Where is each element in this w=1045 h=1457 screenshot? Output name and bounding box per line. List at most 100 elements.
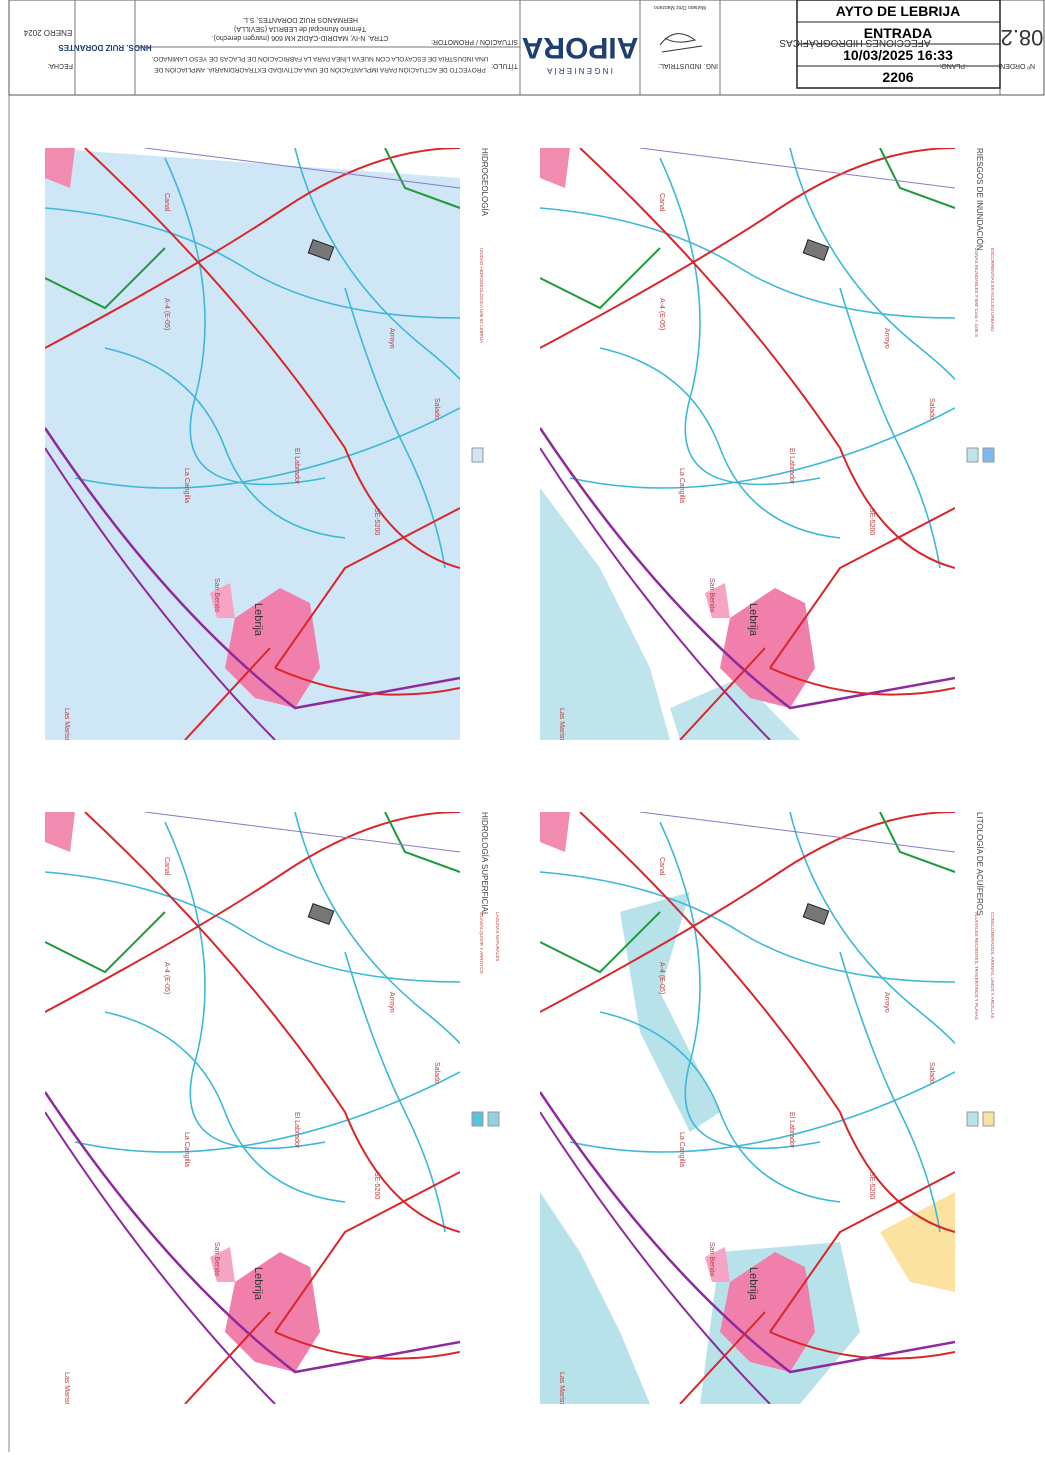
place-label: Lebrija	[252, 603, 264, 637]
plan-label: PLANO:	[939, 62, 965, 69]
panel-title: HIDROLOGÍA SUPERFICIAL	[480, 812, 489, 917]
plan-number: 08.2	[1001, 25, 1044, 50]
place-label: Canal	[658, 857, 665, 876]
place-label: Salado	[433, 398, 440, 420]
stream	[74, 407, 460, 489]
engineer-label: ING. INDUSTRIAL:	[658, 62, 718, 69]
client: HNOS. RUIZ DORANTES	[58, 43, 152, 52]
panel-title: LITOLOGÍA DE ACUÍFEROS	[975, 812, 984, 915]
place-label: Las Marismas	[558, 1372, 565, 1416]
road	[144, 812, 460, 853]
map-panel: Lebrija A-4 (E-05) Arroyo Canal SE-5200 Las M…	[45, 148, 489, 752]
flood-area	[670, 678, 800, 740]
situation-line: CTRA. N-IV, MADRID-CÁDIZ KM 606 (margen …	[212, 34, 389, 43]
aquifer-area	[45, 148, 460, 740]
title-line: PROYECTO DE ACTUACIÓN PARA IMPLANTACIÓN …	[154, 66, 486, 75]
place-label: El Labrador	[788, 1112, 795, 1149]
legend-label: CONGLOMERADOS, ARENAS, LIMOS Y ARCILLAS	[990, 912, 995, 1018]
place-label: Salado	[433, 1062, 440, 1084]
stamp-org: AYTO DE LEBRIJA	[836, 3, 960, 19]
place-label: SE-5200	[868, 1172, 875, 1199]
rail	[45, 1091, 460, 1374]
road	[84, 148, 460, 569]
road	[184, 647, 271, 740]
road	[274, 1331, 460, 1360]
road	[679, 1311, 766, 1404]
place-label: A-4 (E-05)	[658, 298, 665, 330]
road	[769, 507, 955, 669]
place-label: San Benito	[708, 1242, 715, 1276]
plan-title: AFECCIONES HIDROGRÁFICAS	[779, 37, 930, 50]
place-label: A-4 (E-05)	[658, 962, 665, 994]
place-label: Arroyo	[388, 328, 395, 349]
road	[879, 148, 955, 209]
legend-label: ALUVIALES RECIENTES, TRAVERTINOS Y PLAYA…	[974, 912, 979, 1020]
town	[720, 588, 815, 708]
stream	[74, 1071, 460, 1153]
stream	[104, 1011, 346, 1203]
date: ENERO 2024	[23, 28, 72, 37]
road	[45, 812, 460, 1013]
place-label: Lebrija	[747, 1267, 759, 1301]
stream	[839, 287, 941, 569]
maps: Lebrija A-4 (E-05) Arroyo Canal SE-5200 Las M…	[45, 148, 996, 1416]
legend-swatch	[966, 447, 979, 463]
legend-swatch	[982, 1111, 995, 1127]
urban-area	[45, 148, 75, 188]
place-label: A-4 (E-05)	[163, 298, 170, 330]
rail	[540, 427, 955, 710]
panel-title: RIESGOS DE INUNDACIÓN	[975, 148, 984, 251]
rail	[540, 1091, 955, 1374]
company-sub: I N G E N I E R Í A	[546, 66, 612, 75]
legend-swatch	[471, 447, 484, 463]
stamp-datetime: 10/03/2025 16:33	[843, 47, 953, 63]
place-label: SE-5200	[868, 508, 875, 535]
rail	[540, 1111, 771, 1404]
situation-label: SITUACIÓN / PROMOTOR:	[431, 38, 518, 47]
rail	[45, 447, 276, 740]
rail	[45, 1111, 276, 1404]
date-label: FECHA:	[47, 62, 73, 69]
stream	[45, 207, 460, 319]
stamp: AYTO DE LEBRIJA ENTRADA 10/03/2025 16:33…	[796, 0, 1001, 89]
place-label: San Benito	[213, 578, 220, 612]
place-label: SE-5200	[373, 1172, 380, 1199]
road	[769, 667, 955, 696]
plot	[802, 239, 830, 261]
place-label: Canal	[163, 857, 170, 876]
town	[210, 1247, 235, 1282]
place-label: Salado	[928, 1062, 935, 1084]
legend-label: GUADALQUIVIR Y ARROYOS	[479, 912, 484, 974]
road	[579, 812, 955, 1233]
road	[540, 911, 661, 974]
road	[769, 1331, 955, 1360]
rail	[540, 447, 771, 740]
rail	[45, 427, 460, 710]
stream	[344, 287, 446, 569]
place-label: San Benito	[213, 1242, 220, 1276]
stream	[104, 347, 346, 539]
stream	[789, 812, 955, 1112]
title-label: TÍTULO:	[491, 62, 518, 71]
flood-area	[540, 488, 670, 740]
place-label: Canal	[658, 193, 665, 212]
stream	[540, 207, 955, 319]
legend-swatch	[982, 447, 995, 463]
place-label: Las Marismas	[63, 708, 70, 752]
stream	[569, 407, 955, 489]
place-label: Las Marismas	[558, 708, 565, 752]
place-label: Salado	[928, 398, 935, 420]
road	[274, 1171, 460, 1333]
place-label: La Cangilla	[183, 1132, 190, 1167]
road	[540, 148, 955, 349]
place-label: La Cangilla	[678, 1132, 685, 1167]
engineer-name: Mariano Ortiz Manzano	[654, 4, 706, 10]
road	[45, 911, 166, 974]
road	[769, 1171, 955, 1333]
road	[384, 148, 460, 209]
urban-area	[540, 148, 570, 188]
title-line: UNA INDUSTRIA DE ESCAYOLA CON NUEVA LÍNE…	[151, 55, 488, 64]
stream	[599, 1011, 841, 1203]
road	[45, 148, 460, 349]
